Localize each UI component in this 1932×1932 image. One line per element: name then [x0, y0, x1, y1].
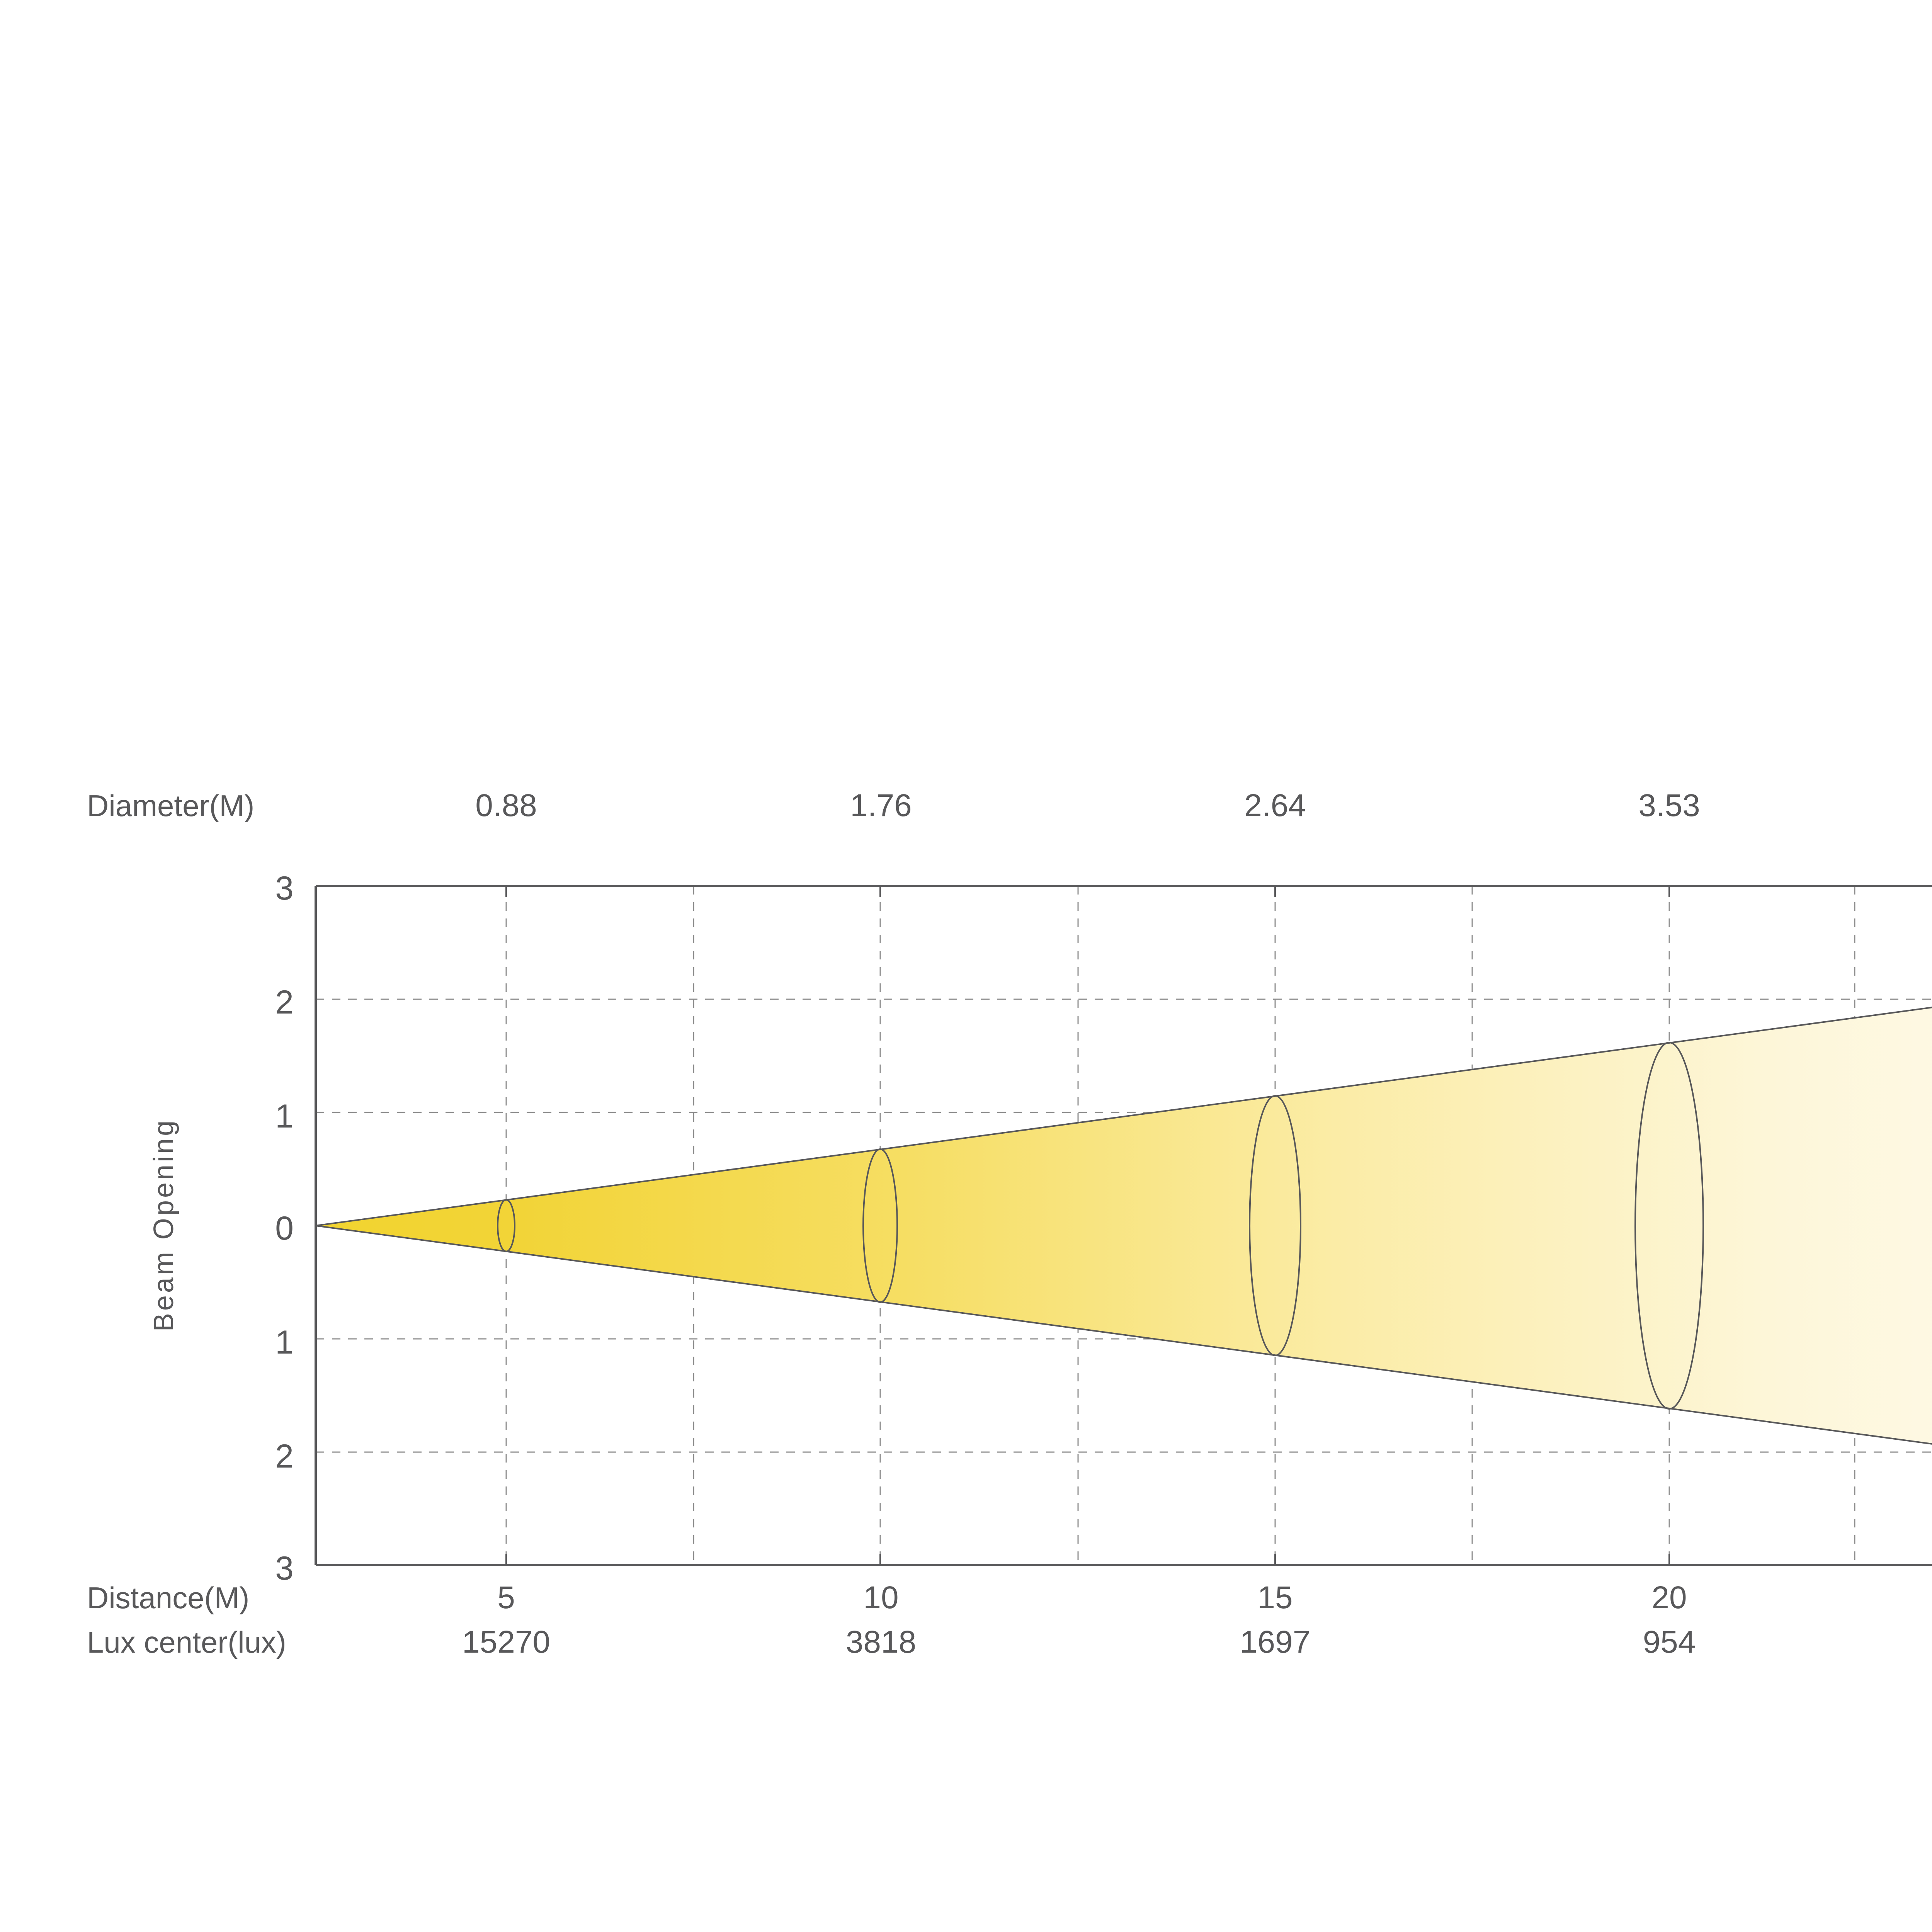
- beam-cone-edges: [315, 1007, 1932, 1445]
- plot-frame: [315, 885, 1932, 1566]
- distance-row-label: Distance(M): [87, 1581, 250, 1615]
- y-tick-1-bottom: 1: [275, 1324, 294, 1361]
- y-tick-2-top: 2: [275, 984, 294, 1021]
- lux-value-2: 3818: [845, 1624, 917, 1660]
- distance-value-3: 15: [1257, 1580, 1293, 1615]
- cross-section-5m: [497, 1199, 515, 1252]
- y-tick-0: 0: [275, 1210, 294, 1247]
- diameter-row-label: Diameter(M): [87, 789, 255, 823]
- distance-value-2: 10: [863, 1580, 899, 1615]
- diameter-value-1: 0.88: [475, 788, 537, 823]
- y-tick-3-bottom: 3: [275, 1550, 294, 1587]
- y-tick-2-bottom: 2: [275, 1438, 294, 1475]
- distance-value-1: 5: [497, 1580, 515, 1615]
- diameter-value-2: 1.76: [850, 788, 912, 823]
- cross-section-10m: [862, 1148, 898, 1303]
- bottom-axis-ticks: [505, 1554, 1670, 1565]
- cross-section-20m: [1634, 1042, 1704, 1410]
- y-tick-1-top: 1: [275, 1098, 294, 1135]
- beam-cross-sections: [497, 1042, 1704, 1410]
- cross-section-15m: [1249, 1095, 1301, 1356]
- y-tick-3-top: 3: [275, 870, 294, 907]
- beam-cone-fill: [316, 1007, 1932, 1444]
- diameter-value-4: 3.53: [1638, 788, 1700, 823]
- top-axis-ticks: [505, 886, 1670, 897]
- lux-value-1: 15270: [462, 1624, 551, 1660]
- distance-value-4: 20: [1651, 1580, 1687, 1615]
- lux-value-3: 1697: [1240, 1624, 1311, 1660]
- lux-center-row-label: Lux center(lux): [87, 1625, 286, 1659]
- diameter-value-3: 2.64: [1244, 788, 1306, 823]
- lux-value-4: 954: [1643, 1624, 1696, 1660]
